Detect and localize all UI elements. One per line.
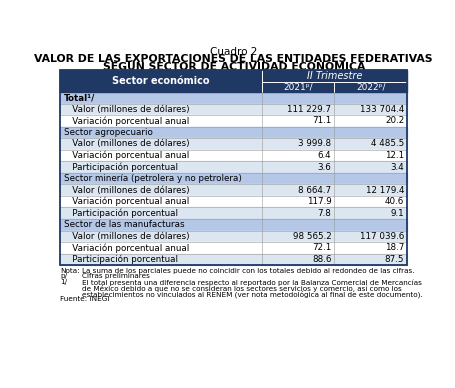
Bar bbox=[60, 219, 406, 230]
Text: p/: p/ bbox=[60, 273, 67, 279]
Bar bbox=[60, 230, 406, 242]
Bar bbox=[60, 150, 406, 161]
Text: Nota:: Nota: bbox=[60, 268, 80, 274]
Text: Cuadro 2: Cuadro 2 bbox=[210, 47, 257, 57]
Text: Sector de las manufacturas: Sector de las manufacturas bbox=[64, 220, 184, 229]
Text: 2021ᵖ/: 2021ᵖ/ bbox=[283, 83, 313, 92]
Text: Valor (millones de dólares): Valor (millones de dólares) bbox=[64, 186, 189, 195]
Bar bbox=[60, 70, 406, 82]
Text: 12 179.4: 12 179.4 bbox=[365, 186, 403, 195]
Text: 18.7: 18.7 bbox=[384, 243, 403, 253]
Text: 3.6: 3.6 bbox=[317, 163, 331, 171]
Text: Valor (millones de dólares): Valor (millones de dólares) bbox=[64, 139, 189, 149]
Bar bbox=[60, 92, 406, 104]
Text: II Trimestre: II Trimestre bbox=[307, 71, 362, 81]
Text: Valor (millones de dólares): Valor (millones de dólares) bbox=[64, 232, 189, 241]
Text: 71.1: 71.1 bbox=[311, 116, 331, 125]
Bar bbox=[60, 161, 406, 173]
Text: Variación porcentual anual: Variación porcentual anual bbox=[64, 151, 189, 160]
Bar bbox=[60, 126, 406, 138]
Bar bbox=[60, 82, 406, 92]
Bar bbox=[60, 138, 406, 150]
Text: Variación porcentual anual: Variación porcentual anual bbox=[64, 197, 189, 206]
Text: Fuente: INEGI: Fuente: INEGI bbox=[60, 296, 109, 302]
Text: Variación porcentual anual: Variación porcentual anual bbox=[64, 243, 189, 253]
Text: VALOR DE LAS EXPORTACIONES DE LAS ENTIDADES FEDERATIVAS: VALOR DE LAS EXPORTACIONES DE LAS ENTIDA… bbox=[35, 54, 432, 64]
Text: 117.9: 117.9 bbox=[306, 197, 331, 206]
Text: 133 704.4: 133 704.4 bbox=[359, 105, 403, 114]
Text: 98 565.2: 98 565.2 bbox=[292, 232, 331, 241]
Text: El total presenta una diferencia respecto al reportado por la Balanza Comercial : El total presenta una diferencia respect… bbox=[81, 279, 421, 286]
Text: 8 664.7: 8 664.7 bbox=[298, 186, 331, 195]
Text: 1/: 1/ bbox=[60, 279, 67, 285]
Bar bbox=[60, 196, 406, 208]
Bar bbox=[60, 173, 406, 184]
Text: 7.8: 7.8 bbox=[317, 209, 331, 218]
Text: 2022ᵖ/: 2022ᵖ/ bbox=[355, 83, 385, 92]
Text: 88.6: 88.6 bbox=[311, 255, 331, 264]
Bar bbox=[60, 208, 406, 219]
Bar bbox=[60, 254, 406, 265]
Text: Sector agropecuario: Sector agropecuario bbox=[64, 128, 152, 137]
Text: Participación porcentual: Participación porcentual bbox=[64, 255, 177, 264]
Text: Total¹/: Total¹/ bbox=[64, 93, 95, 102]
Text: Valor (millones de dólares): Valor (millones de dólares) bbox=[64, 105, 189, 114]
Text: 12.1: 12.1 bbox=[384, 151, 403, 160]
Text: 4 485.5: 4 485.5 bbox=[370, 139, 403, 149]
Bar bbox=[60, 115, 406, 126]
Bar bbox=[60, 184, 406, 196]
Text: 117 039.6: 117 039.6 bbox=[359, 232, 403, 241]
Text: La suma de los parciales puede no coincidir con los totales debido al redondeo d: La suma de los parciales puede no coinci… bbox=[81, 268, 414, 274]
Text: establecimientos no vinculados al RENEM (ver nota metodológica al final de este : establecimientos no vinculados al RENEM … bbox=[81, 291, 421, 298]
Text: Cifras preliminares: Cifras preliminares bbox=[81, 273, 149, 279]
Text: 87.5: 87.5 bbox=[384, 255, 403, 264]
Bar bbox=[60, 242, 406, 254]
Text: 111 229.7: 111 229.7 bbox=[287, 105, 331, 114]
Text: 20.2: 20.2 bbox=[384, 116, 403, 125]
Text: Participación porcentual: Participación porcentual bbox=[64, 162, 177, 172]
Text: SEGÚN SECTOR DE ACTIVIDAD ECONÓMICA: SEGÚN SECTOR DE ACTIVIDAD ECONÓMICA bbox=[102, 62, 364, 72]
Text: 3.4: 3.4 bbox=[389, 163, 403, 171]
Text: 3 999.8: 3 999.8 bbox=[298, 139, 331, 149]
Text: 6.4: 6.4 bbox=[317, 151, 331, 160]
Text: 72.1: 72.1 bbox=[311, 243, 331, 253]
Text: 9.1: 9.1 bbox=[390, 209, 403, 218]
Text: de México debido a que no se consideran los sectores servicios y comercio, así c: de México debido a que no se consideran … bbox=[81, 285, 401, 292]
Text: 40.6: 40.6 bbox=[384, 197, 403, 206]
Text: Sector económico: Sector económico bbox=[112, 76, 209, 86]
Text: Sector minería (petrolera y no petrolera): Sector minería (petrolera y no petrolera… bbox=[64, 174, 241, 183]
Text: Variación porcentual anual: Variación porcentual anual bbox=[64, 116, 189, 126]
Text: Participación porcentual: Participación porcentual bbox=[64, 208, 177, 218]
Bar bbox=[60, 70, 406, 265]
Bar bbox=[60, 104, 406, 115]
